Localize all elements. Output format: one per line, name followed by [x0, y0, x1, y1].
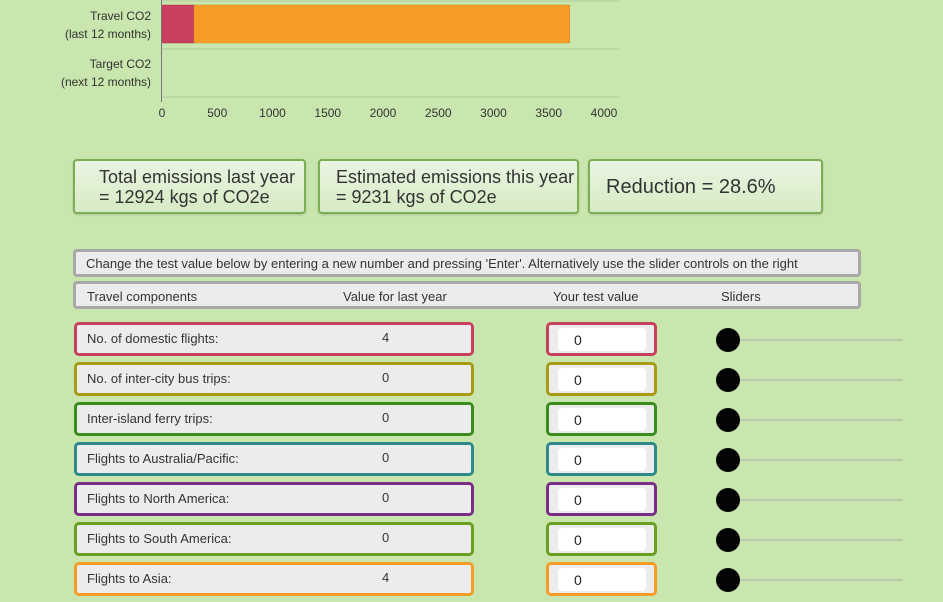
test-value-input[interactable]	[558, 368, 646, 391]
x-tick-label: 4000	[591, 106, 618, 120]
test-value-box	[546, 442, 657, 476]
row-last-year-value: 4	[382, 330, 390, 345]
test-value-input[interactable]	[558, 528, 646, 551]
estimated-emissions-line1: Estimated emissions this year	[336, 166, 575, 187]
slider-track[interactable]	[728, 459, 903, 461]
slider-track[interactable]	[728, 339, 903, 341]
test-value-box	[546, 522, 657, 556]
slider-track[interactable]	[728, 579, 903, 581]
row-label: Flights to South America:	[87, 531, 232, 546]
table-row: Inter-island ferry trips: 0	[74, 402, 474, 436]
row-label: Flights to Asia:	[87, 571, 172, 586]
row-label: Flights to North America:	[87, 491, 230, 506]
slider-handle[interactable]	[716, 568, 740, 592]
x-tick-label: 1000	[259, 106, 286, 120]
slider-handle[interactable]	[716, 488, 740, 512]
x-tick-label: 1500	[314, 106, 341, 120]
slider-handle[interactable]	[716, 328, 740, 352]
y-tick-label: (last 12 months)	[65, 27, 151, 41]
slider-handle[interactable]	[716, 448, 740, 472]
x-tick-label: 3000	[480, 106, 507, 120]
x-tick-label: 0	[159, 106, 166, 120]
test-value-input[interactable]	[558, 408, 646, 431]
y-tick-label: Travel CO2	[90, 9, 151, 23]
row-last-year-value: 0	[382, 410, 390, 425]
travel-co2-chart: Travel CO2 (last 12 months) Target CO2 (nex…	[61, 0, 620, 120]
y-tick-label: Target CO2	[90, 57, 152, 71]
y-tick-label: (next 12 months)	[61, 75, 151, 89]
test-value-input[interactable]	[558, 448, 646, 471]
row-last-year-value: 0	[382, 370, 390, 385]
test-value-box	[546, 402, 657, 436]
header-test-value: Your test value	[553, 289, 639, 304]
slider-track[interactable]	[728, 419, 903, 421]
estimated-emissions-line2: = 9231 kgs of CO2e	[336, 186, 497, 207]
estimated-emissions-box: Estimated emissions this year = 9231 kgs…	[318, 159, 579, 214]
row-label: No. of domestic flights:	[87, 331, 219, 346]
bar-segment	[161, 4, 195, 44]
slider-handle[interactable]	[716, 408, 740, 432]
test-value-box	[546, 482, 657, 516]
row-label: Flights to Australia/Pacific:	[87, 451, 239, 466]
header-sliders: Sliders	[721, 289, 761, 304]
table-row: No. of inter-city bus trips: 0	[74, 362, 474, 396]
slider-track[interactable]	[728, 379, 903, 381]
total-emissions-line2: = 12924 kgs of CO2e	[99, 186, 270, 207]
header-value-last-year: Value for last year	[343, 289, 447, 304]
total-emissions-line1: Total emissions last year	[99, 166, 296, 187]
x-tick-label: 2500	[425, 106, 452, 120]
row-last-year-value: 4	[382, 570, 390, 585]
test-value-input[interactable]	[558, 328, 646, 351]
reduction-box: Reduction = 28.6%	[588, 159, 823, 214]
x-tick-label: 3500	[535, 106, 562, 120]
row-last-year-value: 0	[382, 450, 390, 465]
slider-handle[interactable]	[716, 368, 740, 392]
test-value-input[interactable]	[558, 568, 646, 591]
instructions-text: Change the test value below by entering …	[86, 256, 798, 271]
table-header: Travel components Value for last year Yo…	[73, 281, 861, 309]
x-tick-label: 500	[207, 106, 227, 120]
x-tick-label: 2000	[370, 106, 397, 120]
row-last-year-value: 0	[382, 530, 390, 545]
bar-segment	[193, 4, 570, 44]
instructions-bar: Change the test value below by entering …	[73, 249, 861, 277]
table-row: No. of domestic flights: 4	[74, 322, 474, 356]
header-travel-components: Travel components	[87, 289, 198, 304]
table-row: Flights to Asia: 4	[74, 562, 474, 596]
test-value-box	[546, 322, 657, 356]
table-row: Flights to North America: 0	[74, 482, 474, 516]
test-value-input[interactable]	[558, 488, 646, 511]
table-row: Flights to Australia/Pacific: 0	[74, 442, 474, 476]
reduction-text: Reduction = 28.6%	[606, 175, 776, 198]
table-row: Flights to South America: 0	[74, 522, 474, 556]
row-label: Inter-island ferry trips:	[87, 411, 213, 426]
slider-track[interactable]	[728, 499, 903, 501]
test-value-box	[546, 362, 657, 396]
row-label: No. of inter-city bus trips:	[87, 371, 231, 386]
slider-track[interactable]	[728, 539, 903, 541]
slider-handle[interactable]	[716, 528, 740, 552]
test-value-box	[546, 562, 657, 596]
row-last-year-value: 0	[382, 490, 390, 505]
total-emissions-box: Total emissions last year = 12924 kgs of…	[73, 159, 306, 214]
